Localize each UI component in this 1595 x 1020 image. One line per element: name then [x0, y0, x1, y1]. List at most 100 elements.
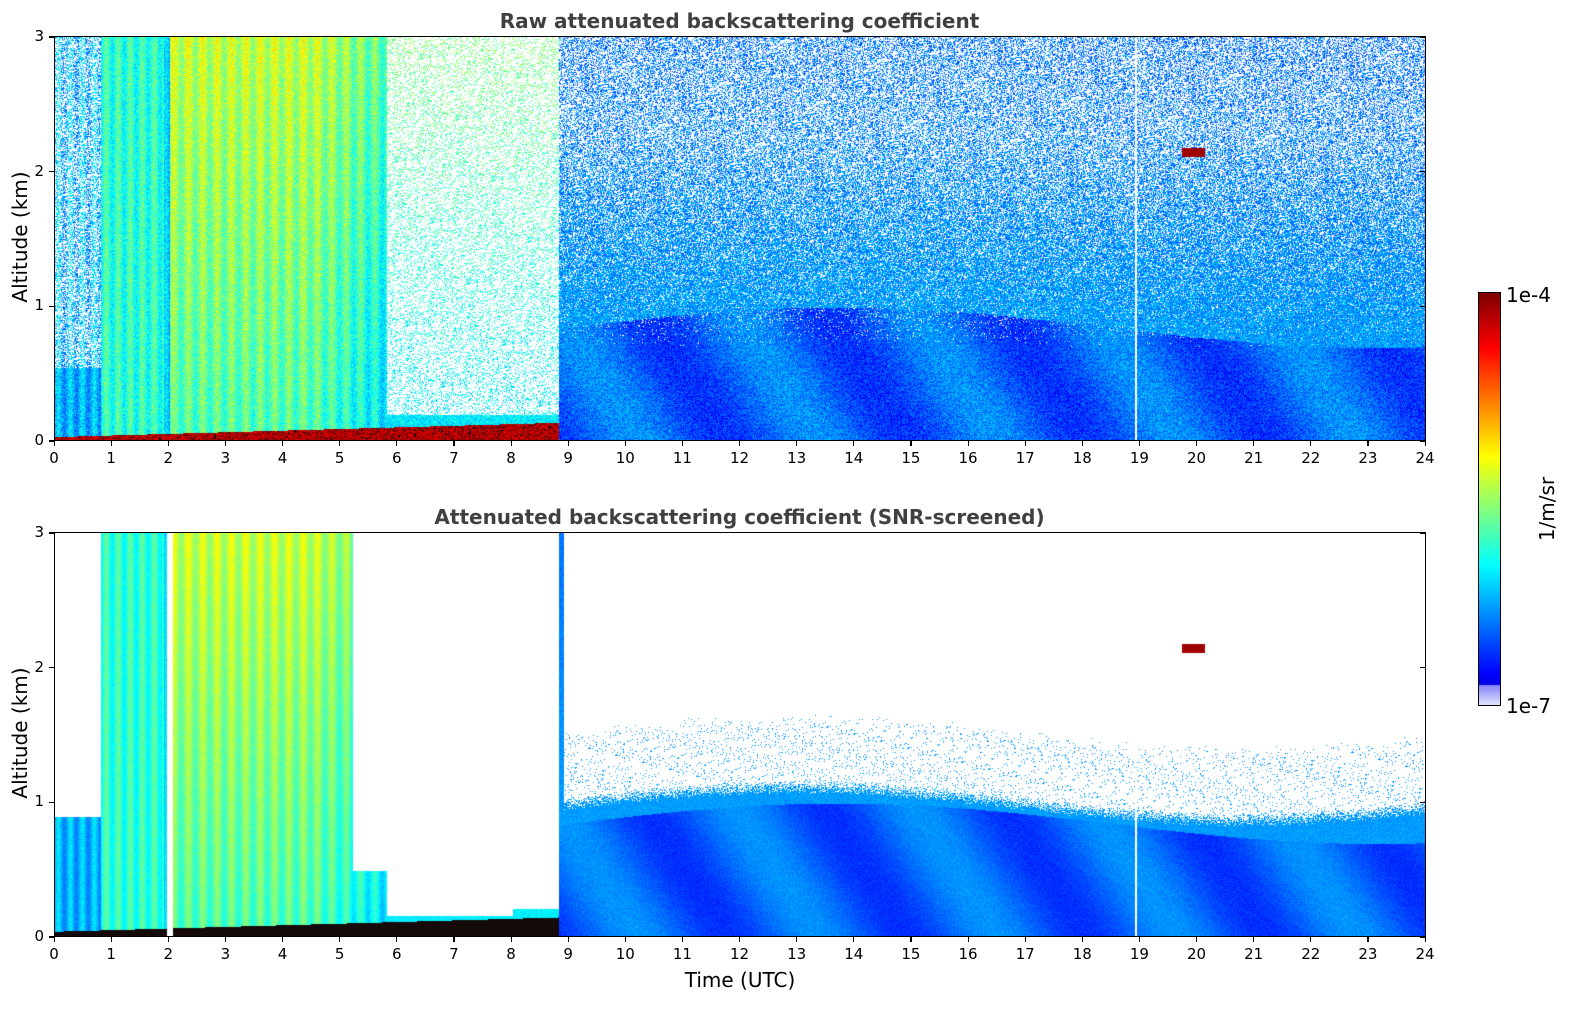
x-tick-label: 15	[901, 449, 921, 467]
y-tick-label: 0	[34, 927, 44, 945]
x-tick-label: 24	[1415, 449, 1435, 467]
colorbar-gradient	[1479, 293, 1500, 705]
x-tick-label: 18	[1072, 945, 1092, 963]
x-tick	[967, 441, 969, 446]
x-tick	[110, 937, 112, 942]
x-tick-label: 6	[391, 449, 402, 467]
x-tick-label: 9	[563, 449, 573, 467]
x-tick	[1196, 937, 1198, 942]
x-tick-label: 12	[729, 449, 750, 467]
x-tick	[567, 937, 569, 942]
x-tick-label: 6	[391, 945, 402, 963]
x-tick	[1310, 937, 1312, 942]
x-tick-label: 17	[1015, 449, 1035, 467]
y-tick-right	[1420, 305, 1425, 307]
x-tick-label: 14	[844, 449, 864, 467]
x-tick	[339, 441, 341, 446]
x-tick	[1138, 937, 1141, 942]
y-tick-right	[1420, 532, 1425, 534]
x-tick	[453, 441, 455, 446]
colorbar-max-label: 1e-4	[1506, 283, 1551, 307]
x-tick	[53, 937, 55, 942]
x-tick	[1367, 441, 1369, 446]
y-tick	[49, 305, 54, 307]
x-tick	[739, 937, 741, 942]
y-tick-right	[1420, 440, 1425, 442]
x-tick	[167, 441, 169, 446]
x-tick-label: 1	[106, 945, 116, 963]
y-tick-label: 0	[34, 431, 44, 449]
x-tick	[1196, 441, 1198, 446]
x-tick-label: 4	[277, 945, 288, 963]
x-tick	[910, 441, 912, 446]
y-tick-label: 1	[34, 792, 44, 811]
y-tick	[49, 36, 54, 38]
x-tick	[967, 937, 969, 942]
x-tick	[53, 441, 55, 446]
x-tick-label: 0	[49, 945, 59, 963]
top-heatmap	[55, 37, 1425, 440]
x-tick	[224, 937, 227, 942]
x-tick	[167, 937, 169, 942]
x-tick	[510, 441, 512, 446]
y-tick	[49, 171, 54, 173]
x-tick-label: 21	[1244, 449, 1264, 467]
top-chart-title: Raw attenuated backscattering coefficien…	[499, 9, 980, 33]
bottom-plot-area	[54, 532, 1426, 937]
x-tick-label: 24	[1415, 945, 1435, 963]
x-tick-label: 16	[958, 449, 978, 467]
x-tick-label: 21	[1244, 945, 1264, 963]
x-tick	[282, 937, 284, 942]
x-tick-label: 4	[277, 449, 288, 467]
x-tick-label: 7	[449, 449, 459, 467]
x-tick-label: 14	[844, 945, 864, 963]
x-tick	[396, 937, 398, 942]
x-tick	[453, 937, 455, 942]
x-tick-label: 8	[506, 945, 516, 963]
y-tick-right	[1420, 171, 1425, 173]
y-tick-label: 3	[34, 523, 44, 541]
x-tick	[396, 441, 398, 446]
x-tick-label: 22	[1301, 449, 1321, 467]
x-tick-label: 12	[729, 945, 750, 963]
x-tick-label: 19	[1129, 945, 1149, 963]
x-tick-label: 9	[563, 945, 573, 963]
x-tick-label: 10	[615, 449, 635, 467]
x-tick	[796, 937, 798, 942]
x-tick	[910, 937, 912, 942]
top-plot-area	[54, 36, 1426, 441]
x-tick-label: 5	[334, 945, 345, 963]
x-tick	[624, 441, 626, 446]
x-tick-label: 22	[1301, 945, 1321, 963]
x-tick	[1081, 441, 1083, 446]
y-tick-label: 1	[34, 296, 44, 315]
x-tick-label: 10	[615, 945, 635, 963]
y-tick-label: 3	[34, 27, 44, 45]
x-tick-label: 23	[1358, 945, 1378, 963]
x-tick	[853, 441, 855, 446]
x-tick	[1310, 441, 1312, 446]
x-tick	[110, 441, 112, 446]
bottom-heatmap	[55, 533, 1425, 936]
x-tick	[624, 937, 626, 942]
y-tick	[49, 801, 54, 803]
colorbar	[1478, 292, 1501, 706]
x-tick-label: 13	[787, 449, 807, 467]
x-tick	[339, 937, 341, 942]
x-tick	[1367, 937, 1369, 942]
x-tick	[739, 441, 741, 446]
x-tick-label: 7	[449, 945, 459, 963]
x-tick	[1424, 937, 1426, 942]
colorbar-unit-label: 1/m/sr	[1535, 476, 1559, 542]
x-tick	[681, 937, 684, 942]
x-tick	[1024, 937, 1026, 942]
x-tick	[282, 441, 284, 446]
x-tick-label: 2	[163, 449, 174, 467]
x-tick-label: 23	[1358, 449, 1378, 467]
x-tick-label: 1	[106, 449, 116, 467]
x-tick-label: 13	[787, 945, 807, 963]
x-tick-label: 8	[506, 449, 516, 467]
x-tick	[567, 441, 569, 446]
x-tick-label: 5	[334, 449, 345, 467]
x-tick	[1081, 937, 1083, 942]
